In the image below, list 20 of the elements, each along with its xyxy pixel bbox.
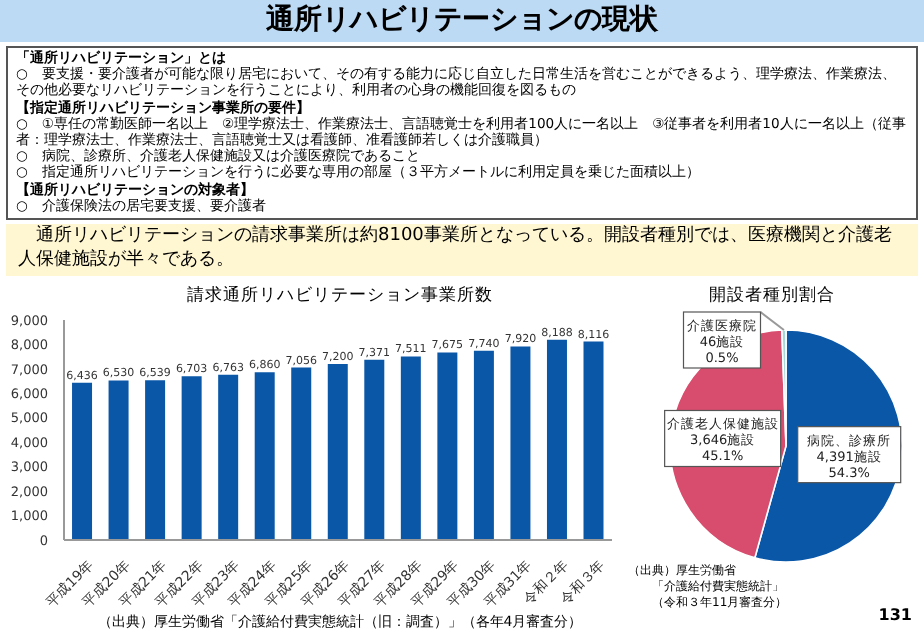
text: 131 (878, 606, 912, 624)
bar (181, 376, 202, 540)
bar (473, 350, 494, 540)
bar (254, 372, 275, 540)
bar (218, 374, 239, 540)
bar (291, 367, 312, 540)
bar (72, 382, 93, 540)
bar (400, 356, 421, 540)
chart-title: 請求通所リハビリテーション事業所数 (185, 284, 495, 308)
bar (437, 352, 458, 540)
bar (583, 341, 604, 540)
bar (145, 380, 166, 540)
bar (364, 359, 385, 540)
text: 通所リハビリテーションの現状 (0, 0, 924, 42)
bar (327, 364, 348, 540)
bar (108, 380, 129, 540)
bar (546, 339, 567, 540)
text: 通所リハビリテーションの請求事業所は約8100事業所となっている。開設者種別では、医療機関と介護老人保健施設が半々である。 (6, 224, 918, 276)
chart-title: 開設者種別割合 (707, 284, 837, 308)
bar (510, 346, 531, 540)
